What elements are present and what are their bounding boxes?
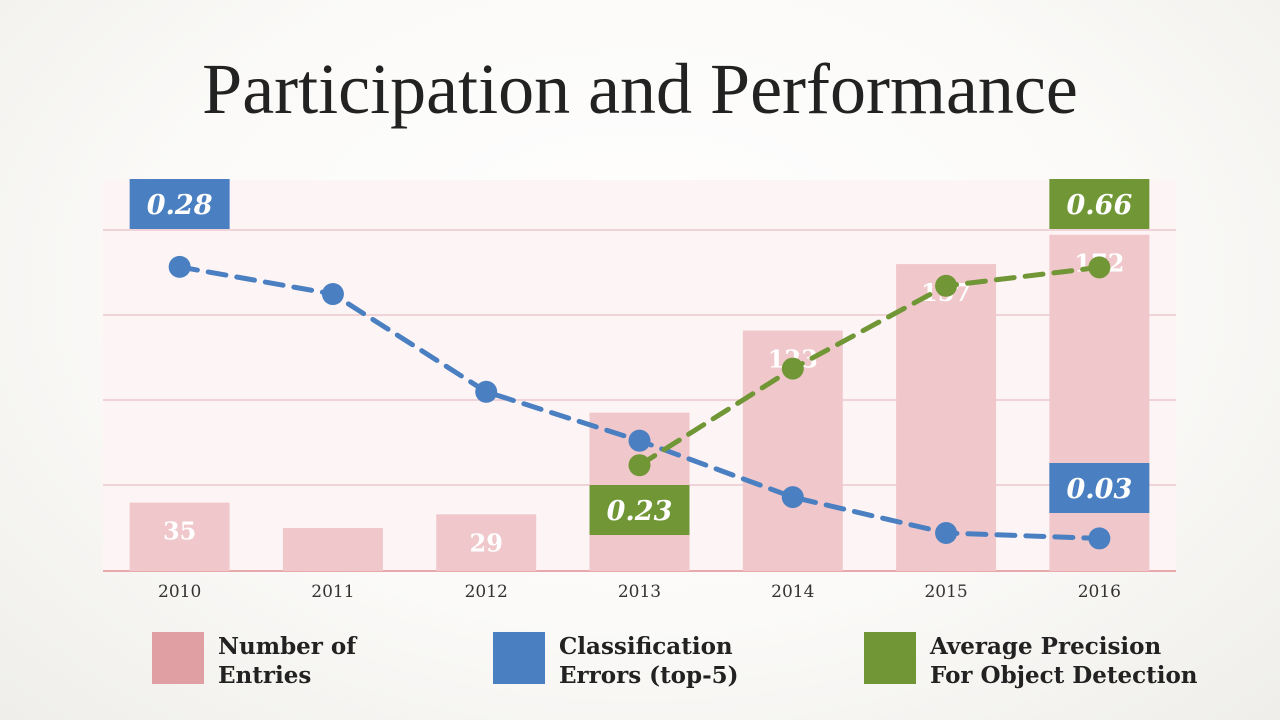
x-tick-2013: 2013 [618,582,661,602]
x-tick-2012: 2012 [465,582,508,602]
precision-point-2013 [628,454,651,477]
callout-label-0.23: 0.23 [607,496,673,527]
legend-label-entries: Number of Entries [218,633,357,689]
callout-label-0.66: 0.66 [1066,190,1132,221]
bar-entries-2012 [436,514,537,571]
errors-point-2015 [935,521,958,544]
errors-point-2016 [1088,527,1111,550]
errors-point-2014 [781,486,804,509]
callout-box-0.28 [129,179,230,229]
legend-label-precision: Average Precision For Object Detection [930,633,1198,689]
callout-label-0.28: 0.28 [147,190,213,221]
legend-swatch-entries [152,632,204,684]
errors-point-2012 [475,380,498,403]
errors-point-2010 [168,255,191,278]
callout-box-0.23 [589,485,690,535]
errors-point-2013 [628,429,651,452]
callout-label-0.03: 0.03 [1066,474,1132,505]
bar-entries-2015 [896,264,997,571]
callout-box-0.03 [1049,463,1150,513]
bar-label-2010: 35 [163,517,196,546]
x-tick-2014: 2014 [771,582,814,602]
bar-entries-2016 [1049,234,1150,572]
bar-entries-2011 [282,527,383,571]
bar-label-2012: 29 [470,528,503,557]
chart-title: Participation and Performance [202,49,1078,129]
legend-swatch-precision [864,632,916,684]
bar-entries-2010 [129,502,230,571]
legend-label-errors: Classification Errors (top-5) [559,633,739,689]
precision-line [637,264,1102,468]
callout-box-0.66 [1049,179,1150,229]
precision-point-2015 [935,274,958,297]
legend-errors: Classification Errors (top-5) [493,632,739,690]
x-tick-2015: 2015 [924,582,967,602]
legend-swatch-errors [493,632,545,684]
precision-point-2014 [781,357,804,380]
x-tick-2016: 2016 [1078,582,1121,602]
precision-point-2016 [1088,256,1111,279]
errors-point-2011 [321,283,344,306]
legend-entries: Number of Entries [152,632,356,690]
legend-precision: Average Precision For Object Detection [864,632,1198,690]
x-tick-2010: 2010 [158,582,201,602]
x-tick-2011: 2011 [311,582,354,602]
